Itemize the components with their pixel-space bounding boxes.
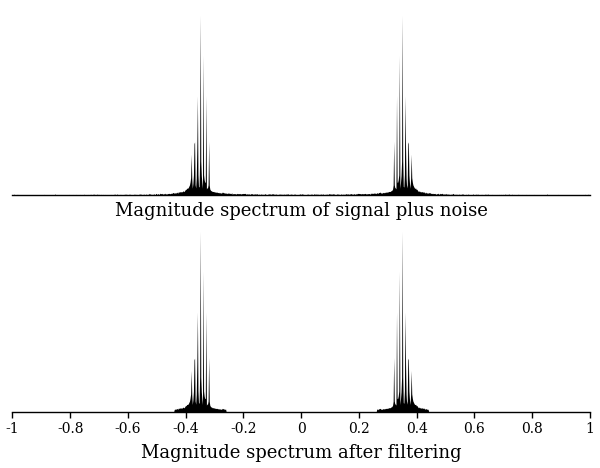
- X-axis label: Magnitude spectrum after filtering: Magnitude spectrum after filtering: [141, 445, 461, 462]
- X-axis label: Magnitude spectrum of signal plus noise: Magnitude spectrum of signal plus noise: [115, 202, 488, 220]
